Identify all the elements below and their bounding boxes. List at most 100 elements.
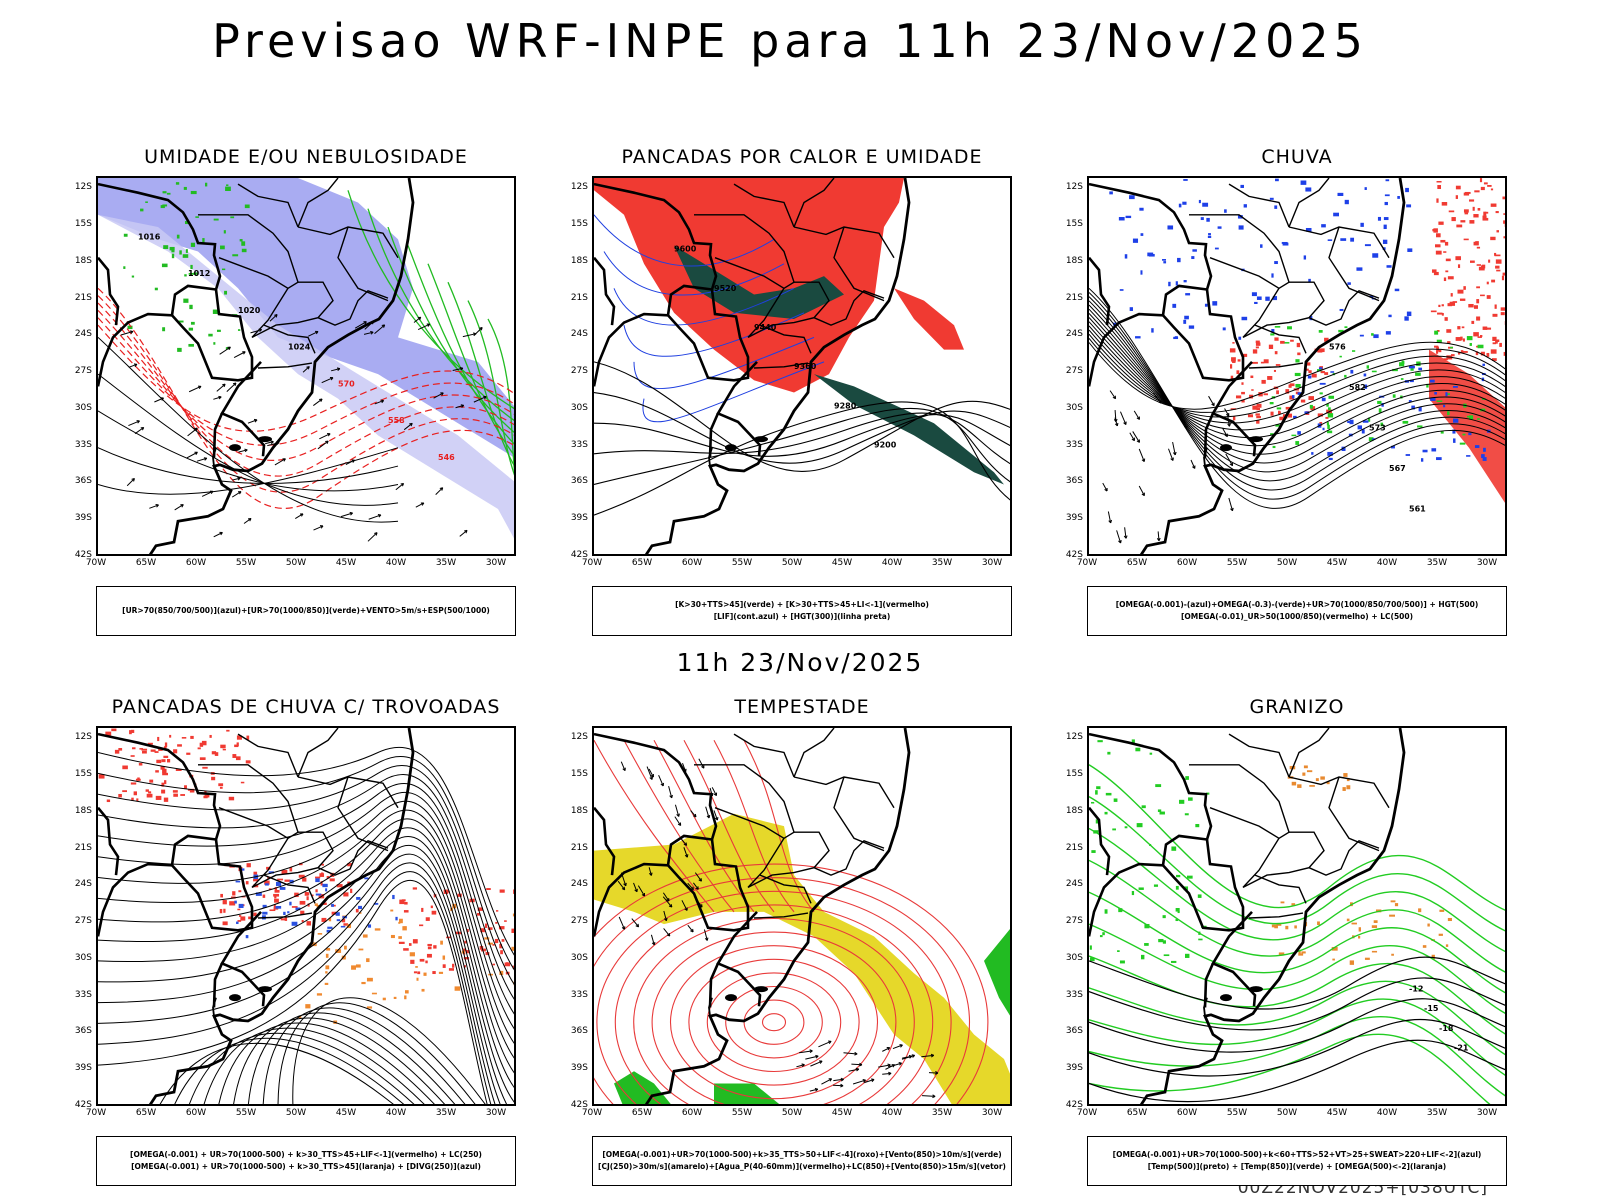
- wind-vector-head: [351, 459, 355, 463]
- rain-pixel-green: [1328, 395, 1335, 399]
- rain-pixel-red: [1433, 228, 1438, 233]
- wind-vector-head: [136, 420, 140, 424]
- storm-pixel-red: [401, 899, 406, 902]
- humidity-pixel: [239, 239, 243, 242]
- rain-pixel-red: [1252, 405, 1258, 410]
- wind-vector: [1124, 527, 1127, 539]
- rain-pixel-green: [1270, 433, 1274, 436]
- country-border: [220, 361, 266, 457]
- panel-umidade[interactable]: UMIDADE E/OU NEBULOSIDADE 1016 1012 1020 102…: [75, 146, 516, 636]
- wind-vector-head: [801, 1063, 805, 1068]
- storm-pixel-red: [177, 744, 182, 747]
- wind-vector-head: [1136, 416, 1140, 420]
- rain-pixel-blue: [1217, 226, 1222, 229]
- storm-pixel-red: [173, 749, 178, 754]
- storm-pixel-red: [197, 747, 201, 750]
- storm-pixel-red: [273, 904, 276, 909]
- map-frame[interactable]: 9600 9520 9440 9360 9280 9200: [592, 176, 1012, 556]
- rain-pixel-red: [1230, 375, 1234, 380]
- lat-tick-label: 24S: [1065, 879, 1083, 890]
- storm-pixel-red: [452, 963, 455, 968]
- panel-chuva[interactable]: CHUVA 576 582 573 567 561 12S 15S 18S 21S 24S 27S 30…: [1066, 146, 1507, 636]
- panel-granizo[interactable]: GRANIZO -12 -15 -18 -21 12S 15S 18S 21S 24S 27S 30S…: [1066, 696, 1507, 1186]
- rain-pixel-blue: [1452, 429, 1456, 434]
- lake-mirim: [258, 986, 272, 993]
- rain-pixel-red: [1443, 358, 1448, 361]
- hail-pixel-orange: [1364, 957, 1370, 960]
- wind-vector: [395, 483, 404, 491]
- rain-pixel-blue: [1177, 257, 1181, 263]
- rain-pixel-red: [1495, 265, 1500, 269]
- rain-pixel-blue: [1364, 244, 1371, 247]
- storm-pixel-red: [446, 936, 452, 939]
- rain-pixel-blue: [1140, 270, 1143, 275]
- map-frame[interactable]: [96, 726, 516, 1106]
- wind-vector: [832, 1084, 844, 1087]
- wind-vector-head: [440, 392, 444, 396]
- storm-pixel-red: [189, 788, 195, 793]
- rain-pixel-green: [1295, 441, 1300, 445]
- humidity-contour: [427, 263, 514, 456]
- rain-pixel-red: [1464, 191, 1471, 194]
- rain-pixel-blue: [1183, 179, 1188, 181]
- temp-850-pixel: [1096, 786, 1101, 790]
- map-frame[interactable]: 1016 1012 1020 1024 570 558 546: [96, 176, 516, 556]
- storm-pixel-red: [202, 766, 208, 769]
- height-500-contour: [1089, 296, 1505, 491]
- temp-850-contour: [1089, 859, 1505, 973]
- panel-pancadas-calor[interactable]: PANCADAS POR CALOR E UMIDADE 9600 9520 9440…: [571, 146, 1012, 636]
- hail-pixel-orange: [1301, 951, 1306, 954]
- wind-vector: [692, 882, 699, 890]
- panel-trovoadas[interactable]: PANCADAS DE CHUVA C/ TROVOADAS 12S 15S 18S 2…: [75, 696, 516, 1186]
- storm-pixel-red: [315, 876, 321, 879]
- storm-pixel-red: [238, 890, 242, 893]
- rain-pixel-green: [1466, 336, 1473, 341]
- lat-tick-label: 36S: [570, 1026, 588, 1037]
- wind-vector: [1172, 441, 1176, 456]
- storm-pixel-orange: [335, 949, 342, 953]
- storm-pixel-orange: [499, 970, 504, 975]
- wind-vector-head: [635, 923, 640, 928]
- wind-vector-head: [336, 367, 341, 372]
- rain-pixel-red: [1463, 192, 1470, 196]
- wind-vector-head: [1172, 451, 1177, 456]
- wind-vector: [321, 377, 334, 384]
- hail-pixel-orange: [1285, 925, 1289, 930]
- hail-pixel-orange: [1343, 773, 1348, 777]
- rain-pixel-blue: [1192, 249, 1197, 252]
- wind-vector: [238, 449, 248, 453]
- storm-pixel-red: [274, 895, 277, 899]
- thickness-contour: [98, 287, 514, 509]
- map-frame[interactable]: -12 -15 -18 -21: [1087, 726, 1507, 1106]
- rain-pixel-blue: [1362, 420, 1369, 423]
- height-500-contour: [1089, 292, 1505, 500]
- divergence-pixel-blue: [234, 900, 237, 904]
- rain-pixel-blue: [1434, 392, 1437, 395]
- wind-vector-head: [349, 511, 353, 516]
- state-border: [1189, 764, 1290, 840]
- rain-pixel-blue: [1422, 449, 1428, 453]
- rain-pixel-blue: [1269, 197, 1274, 200]
- state-border: [753, 912, 809, 919]
- storm-pixel-red: [229, 901, 236, 906]
- humidity-pixel: [237, 329, 241, 331]
- humidity-pixel: [241, 248, 247, 253]
- wind-vector: [330, 368, 341, 372]
- map-frame[interactable]: [592, 726, 1012, 1106]
- wind-vector-head: [683, 842, 688, 846]
- hail-pixel-orange: [1280, 901, 1285, 904]
- wind-vector: [1107, 511, 1112, 524]
- rain-pixel-green: [1392, 368, 1398, 372]
- rain-pixel-green: [1436, 339, 1442, 343]
- rain-pixel-green: [1319, 392, 1323, 395]
- rain-pixel-red: [1324, 372, 1329, 375]
- wind-vector-head: [886, 1047, 891, 1051]
- map-frame[interactable]: 576 582 573 567 561: [1087, 176, 1507, 556]
- panel-tempestade[interactable]: TEMPESTADE 12S 15S 18S 21S 24S 27S 30S 33S 36S 39S…: [571, 696, 1012, 1186]
- rain-pixel-red: [1455, 185, 1461, 190]
- rain-pixel-blue: [1411, 405, 1415, 410]
- hail-pixel-orange: [1294, 925, 1297, 929]
- instability-area-li: [594, 178, 904, 393]
- height-500-contour: [1089, 312, 1505, 455]
- wind-vector-head: [409, 422, 413, 427]
